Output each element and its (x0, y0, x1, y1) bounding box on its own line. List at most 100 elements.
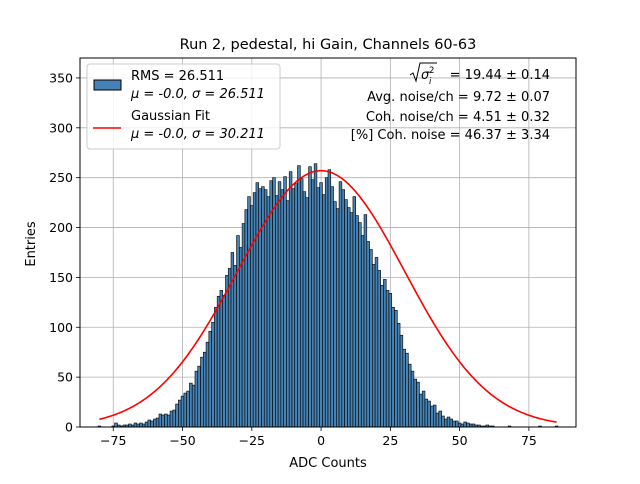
histogram-bar (211, 321, 215, 428)
histogram-bar (374, 257, 379, 428)
histogram-bar (372, 264, 376, 428)
histogram-bar (424, 398, 429, 428)
histogram-bar (216, 296, 221, 428)
histogram-bar (380, 285, 384, 428)
y-axis-label: Entries (24, 221, 39, 267)
histogram-bar (394, 310, 398, 428)
histogram-bar (252, 192, 257, 428)
histogram-bar (369, 249, 373, 428)
histogram-bar (133, 422, 138, 428)
histogram-bar (277, 181, 282, 428)
histogram-bar (255, 182, 260, 428)
histogram-bar (219, 290, 224, 428)
legend-box (86, 63, 281, 150)
histogram-bar (269, 180, 273, 428)
histogram-bar (169, 410, 174, 428)
histogram-bar (172, 409, 176, 428)
histogram-bar (438, 410, 442, 428)
x-tick-label: 25 (382, 433, 398, 448)
histogram-bar (280, 189, 284, 428)
histogram-bar (383, 279, 387, 428)
histogram-bar (258, 188, 262, 428)
histogram-bar (239, 247, 243, 428)
histogram-bar (416, 381, 420, 428)
y-tick-label: 150 (49, 270, 73, 285)
axes-frame (79, 57, 577, 428)
histogram-bar (313, 163, 318, 428)
histogram-bar (396, 322, 401, 428)
histogram-bar (161, 414, 165, 428)
histogram-bar (388, 293, 393, 428)
histogram-bar (311, 179, 315, 428)
annotation-avg-noise: Avg. noise/ch = 9.72 ± 0.07 (367, 90, 550, 105)
histogram-bar (299, 178, 304, 428)
y-tick-label: 200 (49, 220, 73, 235)
histogram-bar (155, 417, 160, 428)
histogram-bar (358, 222, 362, 428)
histogram-bar (186, 390, 190, 428)
histogram-bar (275, 195, 279, 428)
legend-histogram-swatch (93, 79, 122, 91)
histogram-bar (241, 223, 246, 428)
histogram-bar (421, 390, 426, 428)
histogram-bar (302, 191, 307, 428)
histogram-bar (305, 197, 309, 428)
histogram-bar (263, 189, 268, 428)
x-tick-label: 50 (452, 433, 468, 448)
legend-fit-label-2: μ = -0.0, σ = 30.211 (130, 127, 265, 142)
histogram-bar (327, 169, 332, 428)
histogram-bar (150, 420, 154, 428)
histogram-bar (360, 235, 365, 428)
histogram-bar (178, 399, 182, 428)
axis-ticks: −75 −50 −25 0 25 50 75 0 50 100 150 200 250 300 350 (49, 70, 537, 448)
gaussian-fit-curve (99, 169, 557, 423)
histogram-bar (430, 405, 434, 428)
histogram-bar (363, 214, 368, 428)
histogram-bar (233, 265, 237, 428)
histogram-bar (463, 421, 467, 428)
histogram-bar (366, 241, 370, 428)
histogram-bar (166, 414, 171, 428)
histogram-bar (457, 422, 462, 428)
histogram-bar (391, 307, 395, 428)
histogram-bar (183, 392, 187, 428)
legend: RMS = 26.511 μ = -0.0, σ = 26.511 Gaussi… (86, 63, 281, 150)
histogram-bar (330, 186, 334, 428)
histogram-bar (189, 382, 193, 428)
y-tick-label: 100 (49, 320, 73, 335)
histogram-bar (247, 196, 251, 428)
svg-text:σ: σ (421, 68, 430, 83)
histogram-bar (164, 413, 168, 428)
histogram-bar (322, 194, 326, 428)
x-tick-label: −75 (100, 433, 126, 448)
histogram-bar (405, 352, 409, 428)
histogram-bar (288, 171, 293, 428)
y-tick-label: 350 (49, 70, 73, 85)
histogram-bar (194, 370, 199, 428)
histogram-bar (147, 419, 151, 428)
histogram-bar (236, 235, 240, 428)
histogram-bar (214, 307, 218, 428)
histogram-bar (114, 422, 118, 428)
noise-annotations: σ 2 i = 19.44 ± 0.14 Avg. noise/ch = 9.7… (351, 62, 550, 143)
histogram-bar (197, 365, 201, 428)
histogram-bar (385, 290, 390, 428)
annotation-coh-noise: Coh. noise/ch = 4.51 ± 0.32 (366, 110, 550, 125)
annotation-sqrt-sigma-value: = 19.44 ± 0.14 (450, 68, 550, 83)
histogram-bar (347, 207, 351, 428)
histogram-bar (286, 200, 290, 428)
histogram-bar (227, 268, 232, 428)
histogram-bar (180, 395, 185, 428)
histogram-bar (294, 183, 298, 428)
histogram-bar (355, 215, 359, 428)
histogram-bar (208, 330, 212, 428)
histogram-bar (399, 334, 404, 428)
histogram-bar (333, 201, 337, 428)
histogram-bar (452, 420, 456, 428)
histogram-bar (244, 209, 248, 428)
histogram-bar (444, 418, 448, 428)
histogram-bar (319, 182, 323, 428)
histogram-bar (336, 208, 340, 428)
y-tick-label: 250 (49, 170, 73, 185)
